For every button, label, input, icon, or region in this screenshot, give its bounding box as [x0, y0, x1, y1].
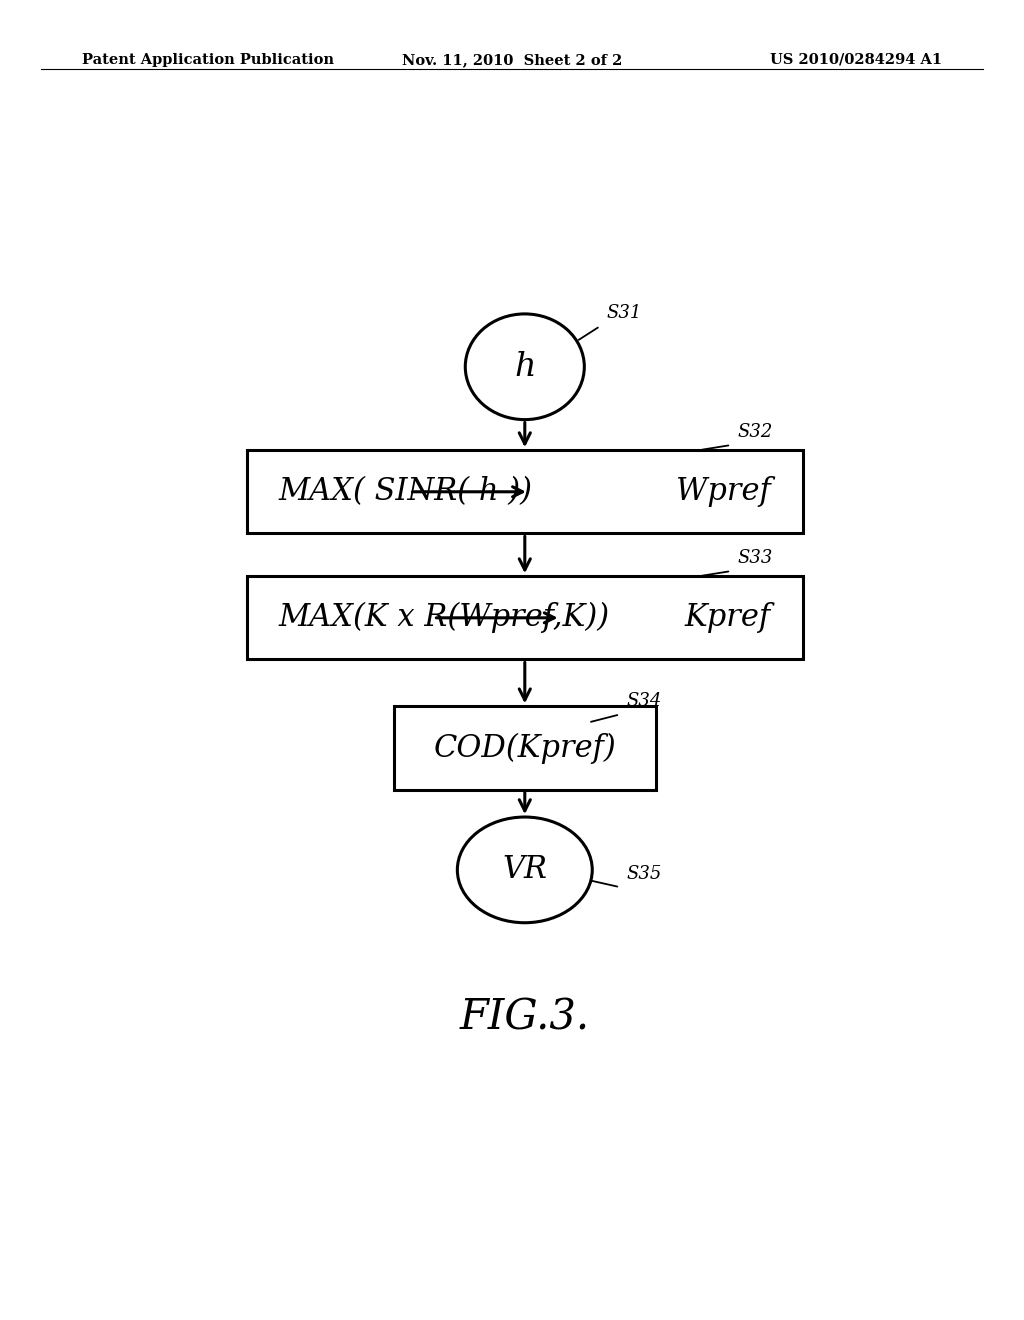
Text: MAX( SINR( h )): MAX( SINR( h )): [279, 477, 532, 507]
Text: S34: S34: [627, 692, 662, 710]
Text: COD(Kpref): COD(Kpref): [433, 733, 616, 763]
Text: Kpref: Kpref: [685, 602, 771, 634]
Text: Patent Application Publication: Patent Application Publication: [82, 53, 334, 67]
Bar: [247, 576, 803, 660]
Text: S31: S31: [606, 304, 642, 322]
Ellipse shape: [465, 314, 585, 420]
Text: S35: S35: [627, 865, 662, 883]
Text: h: h: [514, 351, 536, 383]
Text: Nov. 11, 2010  Sheet 2 of 2: Nov. 11, 2010 Sheet 2 of 2: [401, 53, 623, 67]
Text: VR: VR: [503, 854, 547, 886]
Text: S33: S33: [737, 549, 773, 568]
Text: US 2010/0284294 A1: US 2010/0284294 A1: [770, 53, 942, 67]
Text: FIG.3.: FIG.3.: [460, 997, 590, 1039]
Ellipse shape: [458, 817, 592, 923]
Text: Wpref: Wpref: [676, 477, 771, 507]
Text: S32: S32: [737, 422, 773, 441]
Bar: [394, 706, 655, 789]
Text: MAX(K x R(Wpref,K)): MAX(K x R(Wpref,K)): [279, 602, 610, 634]
Bar: [247, 450, 803, 533]
